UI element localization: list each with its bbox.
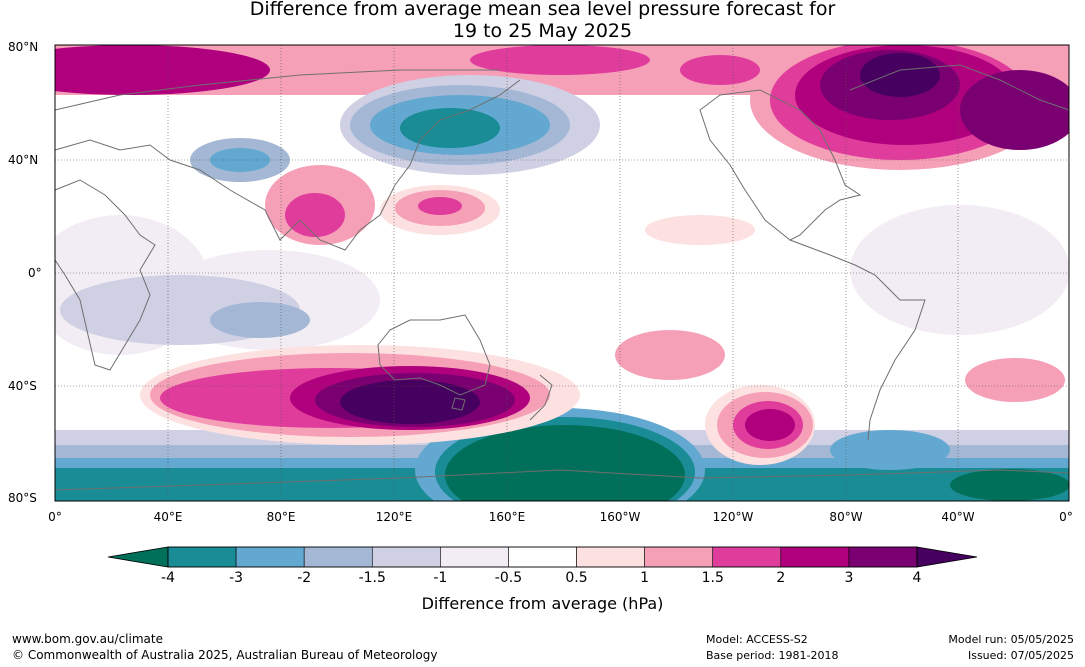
colorbar-min-extend (107, 546, 169, 568)
lon-label-160w: 160°W (599, 510, 641, 524)
colorbar-tick-label: 1.5 (701, 570, 724, 586)
colorbar-tick-label: -4 (161, 570, 175, 586)
colorbar-swatch (440, 546, 509, 568)
lat-label-40s: 40°S (8, 379, 37, 393)
colorbar-swatch (848, 546, 918, 568)
lat-label-80n: 80°N (8, 40, 39, 54)
pressure-anomaly-field (55, 45, 1069, 501)
colorbar-tick-label: 1 (640, 570, 650, 586)
colorbar-tick-label: -2 (297, 570, 312, 586)
footer-model-run: Model run: 05/05/2025 (948, 633, 1074, 646)
colorbar-swatch (303, 546, 373, 568)
lon-label-80w: 80°W (829, 510, 863, 524)
colorbar-tick-label: -1.5 (358, 570, 386, 586)
colorbar-swatch (371, 546, 441, 568)
colorbar-label: Difference from average (hPa) (421, 594, 664, 613)
colorbar-tick-label: -0.5 (494, 570, 523, 586)
colorbar-max-extend (916, 546, 978, 568)
colorbar-swatch (167, 546, 237, 568)
lon-label-80e: 80°E (266, 510, 296, 524)
lon-label-40w: 40°W (941, 510, 975, 524)
lon-label-160e: 160°E (488, 510, 526, 524)
coastlines (54, 64, 1070, 491)
footer-model: Model: ACCESS-S2 (706, 633, 808, 646)
lon-label-0-east: 0° (1059, 510, 1073, 524)
footer-url[interactable]: www.bom.gov.au/climate (12, 632, 163, 646)
colorbar-tick-label: 4 (912, 570, 922, 586)
colorbar-swatch (712, 546, 782, 568)
lon-label-0: 0° (48, 510, 62, 524)
colorbar-tick-label: -1 (433, 570, 448, 586)
lat-label-80s: 80°S (8, 491, 37, 505)
colorbar-tick-label: 2 (776, 570, 786, 586)
graticule (55, 45, 1069, 501)
colorbar-tick-label: 0.5 (565, 570, 588, 586)
footer-base-period: Base period: 1981-2018 (706, 649, 839, 662)
map-title-line2: 19 to 25 May 2025 (452, 20, 633, 42)
colorbar-swatch (508, 546, 577, 568)
lon-label-40e: 40°E (153, 510, 183, 524)
lon-label-120e: 120°E (375, 510, 413, 524)
lat-label-40n: 40°N (8, 153, 39, 167)
lon-label-120w: 120°W (712, 510, 754, 524)
footer-issued: Issued: 07/05/2025 (967, 649, 1074, 662)
footer-copyright: © Commonwealth of Australia 2025, Austra… (12, 648, 438, 662)
colorbar-swatch (780, 546, 850, 568)
colorbar-swatch (235, 546, 305, 568)
lat-label-equator: 0° (28, 266, 42, 280)
colorbar (107, 546, 978, 568)
colorbar-tick-label: -3 (229, 570, 244, 586)
map-title-line1: Difference from average mean sea level p… (249, 0, 836, 20)
colorbar-swatch (644, 546, 714, 568)
colorbar-tick-label: 3 (844, 570, 854, 586)
colorbar-swatch (576, 546, 645, 568)
